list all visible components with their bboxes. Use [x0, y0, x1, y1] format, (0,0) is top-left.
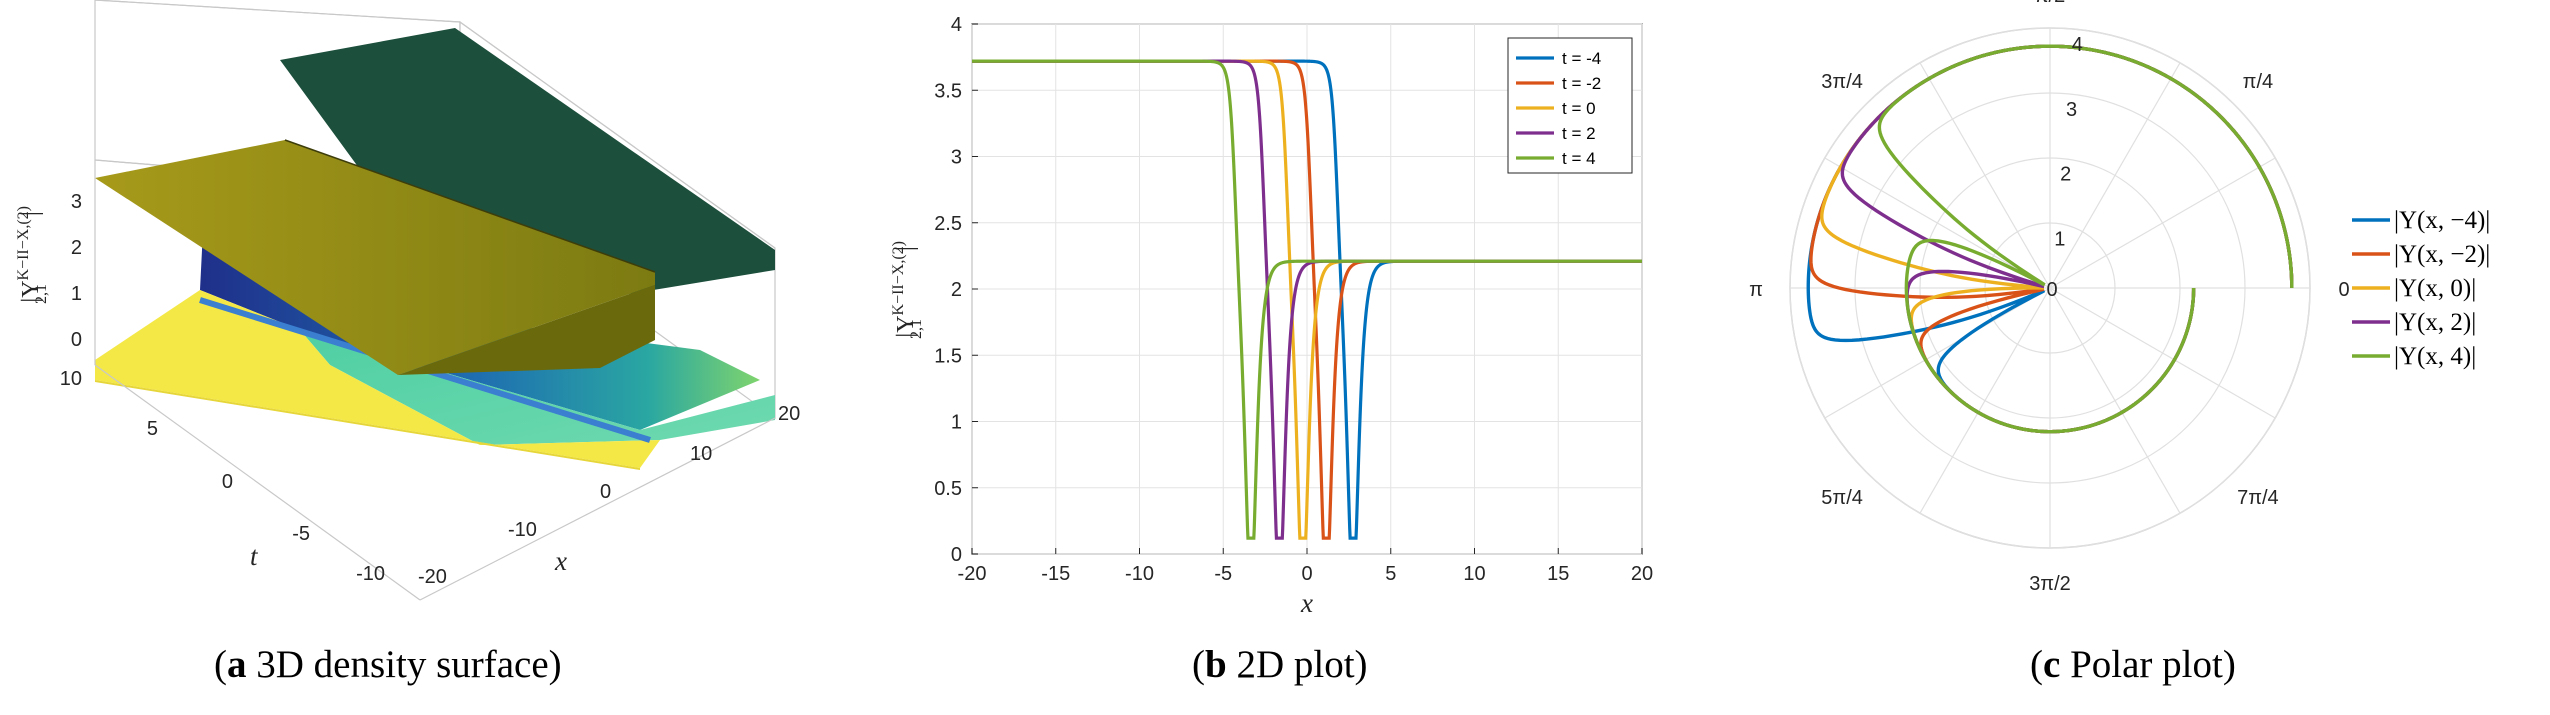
polar-spoke	[1824, 157, 2051, 289]
polar-spoke	[2049, 287, 2181, 514]
angle-tick-label: π	[1749, 279, 1763, 301]
legend-label: |Υ(x, 2)|	[2394, 309, 2476, 336]
legend: t = -4 t = -2 t = 0 t = 2 t = 4	[1507, 37, 1633, 174]
x-tick-label: 20	[1631, 563, 1653, 585]
angle-tick-label: 5π/4	[1821, 487, 1863, 509]
surface-plot: 0 1 2 3 |ΥK−II−X,(2)2,1| 10 5 0 -5 -10 t…	[15, 0, 800, 601]
surface-mesh	[95, 28, 775, 470]
panel-2d-plot: -20 -15 -10 -5 0 5 10 15 20 0 0.5 1 1.5 2 2.5 3 3.5 4 x …	[840, 0, 1660, 715]
z-ticks: 0 1 2 3	[71, 191, 82, 351]
angle-tick-label: 0	[2338, 279, 2349, 301]
legend-label: |Υ(x, 4)|	[2394, 343, 2476, 370]
series-line	[972, 59, 1642, 540]
x-tick-label: 10	[1463, 563, 1485, 585]
caption-a: (a 3D density surface)	[214, 643, 562, 686]
angle-tick-label: 7π/4	[2237, 487, 2279, 509]
z-tick: 3	[71, 191, 82, 213]
caption-b: (b 2D plot)	[1192, 643, 1368, 686]
y-tick-label: 0.5	[934, 478, 962, 500]
y-tick-label: 4	[951, 14, 962, 36]
z-tick: 0	[71, 329, 82, 351]
z-tick: 1	[71, 283, 82, 305]
polar-series-line	[1877, 44, 2294, 434]
polar-chart: 0 π/4 π/2 3π/4 π 5π/4 3π/2 7π/4 1 2 3 4 0 |Υ(x, −4)|…	[1749, 0, 2490, 595]
series-lines	[972, 59, 1642, 540]
plateau-left	[95, 140, 655, 375]
x-ticks: -20 -10 0 10 20	[418, 403, 800, 588]
t-tick: 10	[60, 368, 82, 390]
y-tick-label: 0	[951, 544, 962, 566]
angle-tick-label: 3π/4	[1821, 71, 1863, 93]
angle-tick-label: 3π/2	[2029, 573, 2071, 595]
t-ticks: 10 5 0 -5 -10	[60, 368, 385, 585]
x-tick-label: -20	[958, 563, 987, 585]
t-tick: 0	[222, 471, 233, 493]
x-tick-label: -5	[1214, 563, 1232, 585]
polar-series	[1806, 44, 2294, 434]
polar-spoke	[1824, 287, 2051, 419]
z-tick: 2	[71, 237, 82, 259]
angle-tick-label: π/2	[2035, 0, 2065, 7]
polar-spoke	[1919, 287, 2051, 514]
polar-labels: 0 π/4 π/2 3π/4 π 5π/4 3π/2 7π/4 1 2 3 4 0	[1749, 0, 2349, 595]
polar-spoke	[1919, 62, 2051, 289]
z-axis-label: |ΥK−II−X,(2)2,1|	[15, 206, 50, 304]
y-tick-label: 1	[951, 412, 962, 434]
x-tick-label: 0	[1301, 563, 1312, 585]
x-tick-label: 15	[1547, 563, 1569, 585]
x-tick: -20	[418, 566, 447, 588]
x-tick: 0	[600, 481, 611, 503]
radius-tick-label: 1	[2054, 228, 2065, 250]
caption-c: (c Polar plot)	[2030, 643, 2236, 686]
legend-label: |Υ(x, −4)|	[2394, 207, 2490, 234]
panel-3d-surface: 0 1 2 3 |ΥK−II−X,(2)2,1| 10 5 0 -5 -10 t…	[0, 0, 800, 715]
x-tick: 10	[690, 443, 712, 465]
legend-label: t = -4	[1562, 49, 1601, 68]
x-tick-label: 5	[1385, 563, 1396, 585]
t-tick: -5	[292, 523, 310, 545]
dip-valley	[200, 190, 760, 430]
polar-spoke	[2049, 287, 2276, 419]
x-ticks: -20 -15 -10 -5 0 5 10 15 20	[958, 548, 1653, 585]
angle-tick-label: π/4	[2243, 71, 2273, 93]
legend-label: t = 2	[1562, 124, 1596, 143]
legend-label: |Υ(x, 0)|	[2394, 275, 2476, 302]
legend-label: t = -2	[1562, 74, 1601, 93]
t-axis-label: t	[250, 541, 259, 571]
legend-label: t = 0	[1562, 99, 1596, 118]
legend: |Υ(x, −4)| |Υ(x, −2)| |Υ(x, 0)| |Υ(x, 2)| |Υ…	[2352, 207, 2490, 370]
polar-spoke	[2049, 62, 2181, 289]
y-ticks: 0 0.5 1 1.5 2 2.5 3 3.5 4	[934, 14, 978, 566]
x-axis-label: x	[1300, 588, 1313, 618]
panel-polar-plot: 0 π/4 π/2 3π/4 π 5π/4 3π/2 7π/4 1 2 3 4 0 |Υ(x, −4)|…	[1700, 0, 2550, 715]
y-tick-label: 2.5	[934, 213, 962, 235]
x-axis-label: x	[554, 546, 567, 576]
y-tick-label: 2	[951, 279, 962, 301]
legend-label: t = 4	[1562, 149, 1596, 168]
radius-tick-label: 2	[2060, 164, 2071, 186]
legend-label: |Υ(x, −2)|	[2394, 241, 2490, 268]
floor-yellow	[95, 290, 660, 468]
floor-teal	[300, 330, 775, 445]
x-tick-label: -10	[1125, 563, 1154, 585]
x-tick: -10	[508, 519, 537, 541]
origin-label: 0	[2046, 279, 2057, 301]
polar-grid	[1789, 27, 2311, 549]
y-tick-label: 1.5	[934, 345, 962, 367]
x-tick-label: -15	[1041, 563, 1070, 585]
polar-spoke	[2049, 157, 2276, 289]
y-tick-label: 3.5	[934, 80, 962, 102]
radius-tick-label: 3	[2066, 99, 2077, 121]
plateau-right	[280, 28, 775, 320]
y-tick-label: 3	[951, 147, 962, 169]
x-tick: 20	[778, 403, 800, 425]
y-axis-label: |ΥK−II−X,(2)2,1|	[890, 241, 925, 339]
line-chart: -20 -15 -10 -5 0 5 10 15 20 00.511.522.533.54 x …	[890, 14, 1653, 618]
t-tick: -10	[356, 563, 385, 585]
radius-tick-label: 4	[2072, 34, 2083, 56]
t-tick: 5	[147, 418, 158, 440]
